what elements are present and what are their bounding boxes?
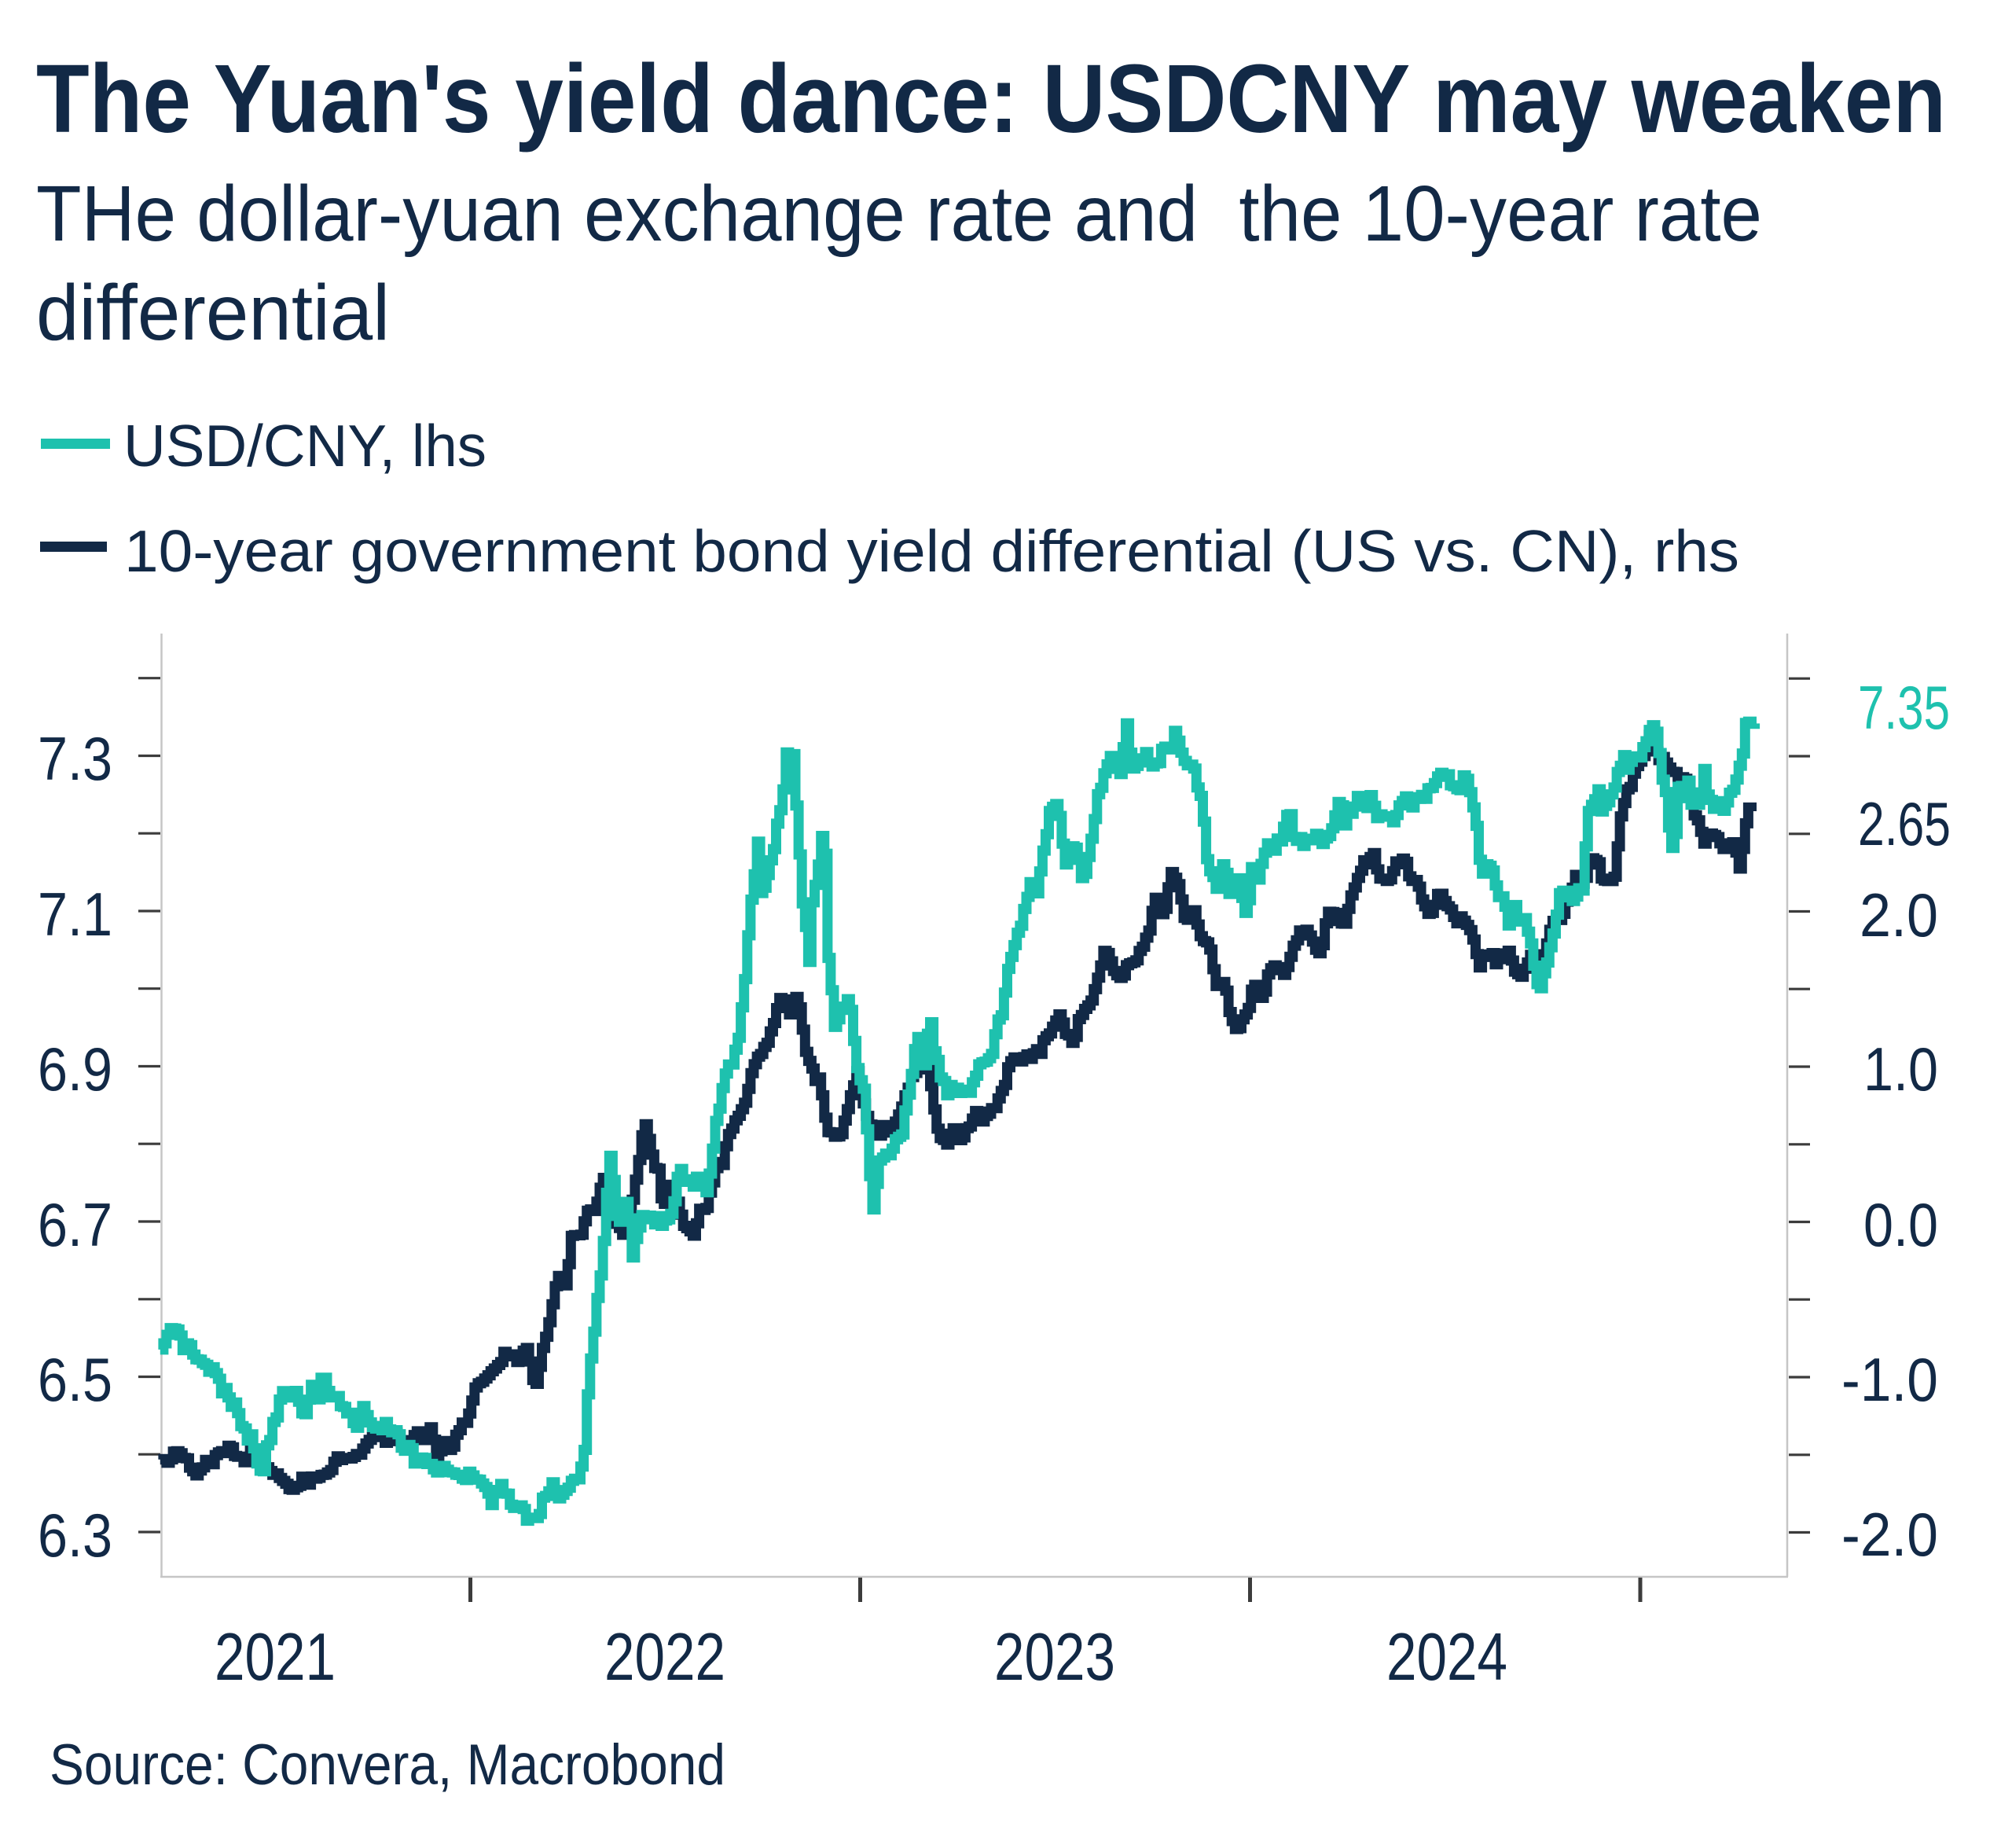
svg-text:7.35: 7.35 bbox=[1858, 673, 1950, 742]
svg-text:-1.0: -1.0 bbox=[1841, 1345, 1938, 1414]
svg-text:0.0: 0.0 bbox=[1863, 1190, 1938, 1259]
svg-text:7.3: 7.3 bbox=[38, 724, 112, 793]
svg-text:2.65: 2.65 bbox=[1858, 789, 1951, 858]
svg-text:6.7: 6.7 bbox=[38, 1190, 112, 1259]
svg-text:2022: 2022 bbox=[604, 1620, 725, 1695]
svg-text:2024: 2024 bbox=[1386, 1620, 1507, 1695]
svg-text:Source: Convera, Macrobond: Source: Convera, Macrobond bbox=[50, 1733, 725, 1797]
svg-text:6.5: 6.5 bbox=[38, 1345, 112, 1414]
svg-text:THe dollar-yuan exchange rate: THe dollar-yuan exchange rate and the 10… bbox=[36, 170, 1762, 258]
svg-text:2.0: 2.0 bbox=[1860, 880, 1938, 950]
svg-text:USD/CNY, lhs: USD/CNY, lhs bbox=[123, 413, 486, 479]
svg-text:1.0: 1.0 bbox=[1863, 1034, 1938, 1104]
svg-text:The Yuan's yield dance: USDCNY: The Yuan's yield dance: USDCNY may weake… bbox=[36, 46, 1946, 153]
svg-text:7.1: 7.1 bbox=[38, 880, 112, 949]
svg-text:2021: 2021 bbox=[215, 1620, 336, 1695]
svg-text:differential: differential bbox=[36, 269, 390, 357]
svg-text:6.3: 6.3 bbox=[38, 1501, 112, 1570]
svg-text:2023: 2023 bbox=[994, 1620, 1115, 1695]
svg-text:10-year government bond yield: 10-year government bond yield differenti… bbox=[124, 518, 1739, 584]
svg-text:6.9: 6.9 bbox=[38, 1034, 112, 1104]
svg-text:-2.0: -2.0 bbox=[1841, 1500, 1938, 1569]
